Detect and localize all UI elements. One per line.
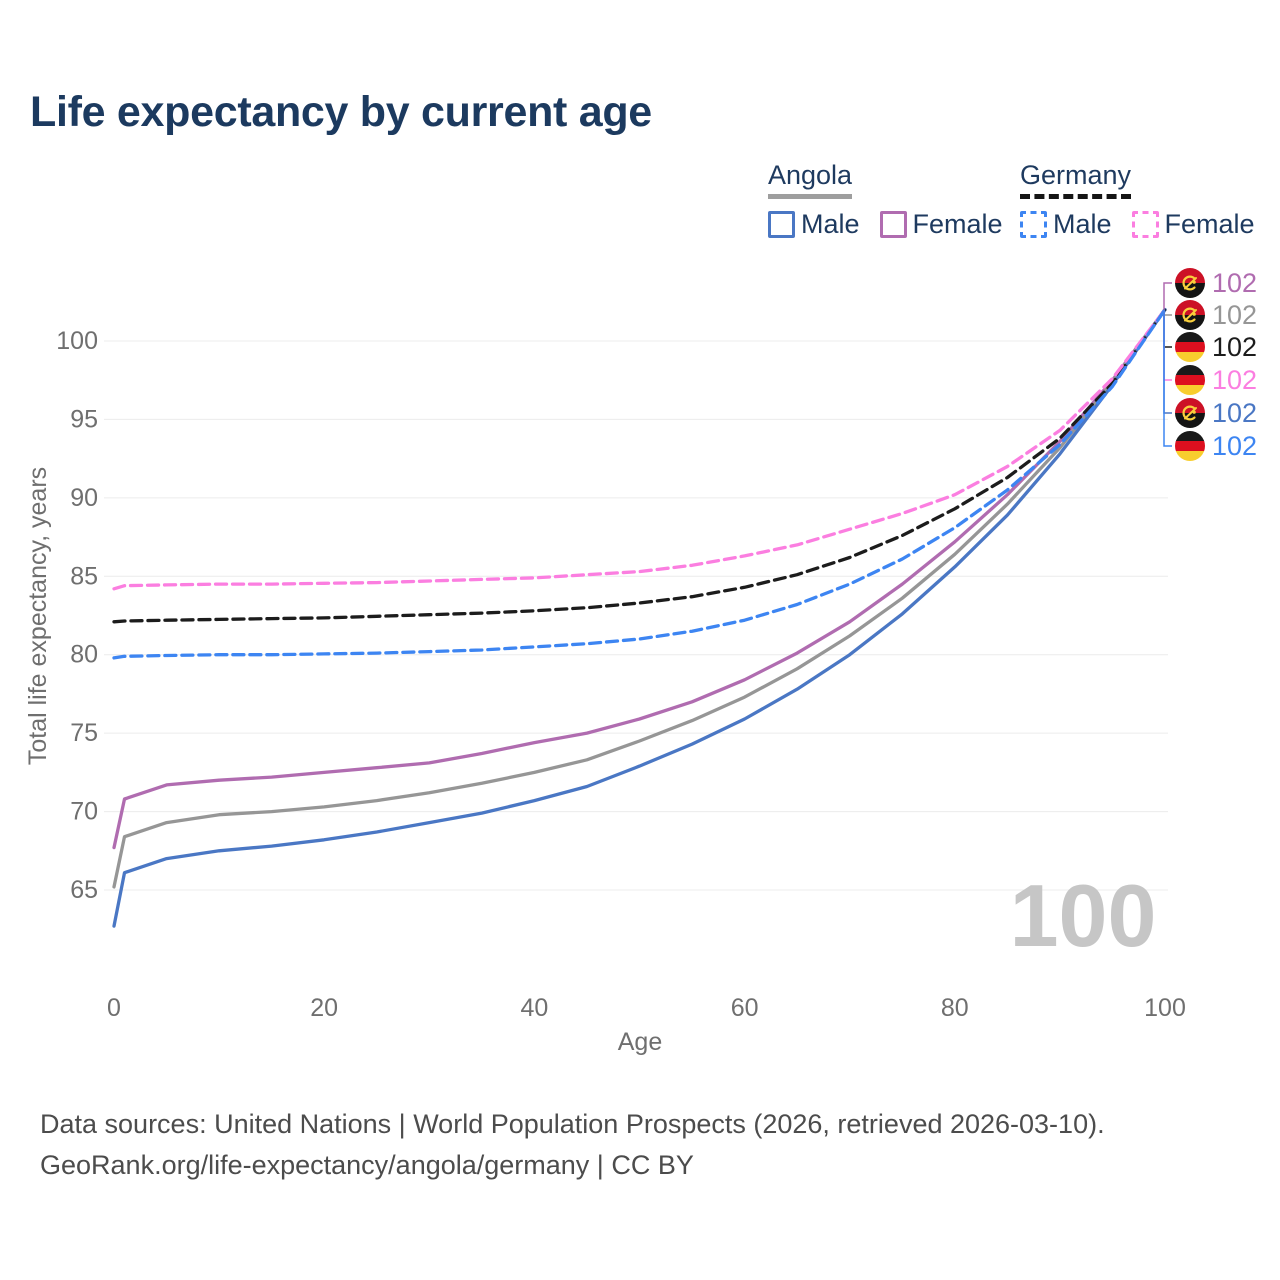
- y-tick-label: 95: [70, 405, 98, 433]
- legend-item-angola-male[interactable]: Male: [768, 209, 860, 240]
- legend-item-label: Male: [801, 209, 860, 239]
- end-value-label-angola-female: 102: [1212, 268, 1257, 298]
- legend-group-title-angola: Angola: [768, 160, 853, 199]
- y-tick-label: 70: [70, 798, 98, 826]
- y-axis-label: Total life expectancy, years: [24, 467, 52, 765]
- series-line-angola-both: [112, 307, 1167, 889]
- data-sources-line: Data sources: United Nations | World Pop…: [40, 1109, 1105, 1139]
- angola-flag-icon: [1175, 398, 1205, 428]
- x-tick-label: 20: [310, 994, 338, 1022]
- age-watermark: 100: [1010, 866, 1157, 965]
- angola-flag-icon: [1175, 268, 1205, 298]
- end-value-label-germany-both: 102: [1212, 332, 1257, 362]
- end-value-label-angola-both: 102: [1212, 300, 1257, 330]
- angola-flag-icon: [1175, 300, 1205, 330]
- germany-flag-icon: [1175, 332, 1205, 362]
- legend-item-label: Male: [1053, 209, 1112, 239]
- series-line-angola-male: [112, 307, 1167, 928]
- legend-group-title-germany: Germany: [1020, 160, 1132, 199]
- germany-flag-icon: [1175, 431, 1205, 461]
- x-axis-label: Age: [618, 1028, 662, 1056]
- x-tick-label: 40: [520, 994, 548, 1022]
- y-tick-label: 75: [70, 719, 98, 747]
- x-tick-label: 80: [941, 994, 969, 1022]
- legend-items-germany: Male Female: [1020, 209, 1255, 240]
- legend-item-label: Female: [912, 209, 1003, 239]
- legend-item-germany-male[interactable]: Male: [1020, 209, 1112, 240]
- angola-male-line-swatch: [768, 211, 795, 238]
- y-tick-label: 90: [70, 484, 98, 512]
- germany-flag-icon: [1175, 365, 1205, 395]
- chart-footer: Data sources: United Nations | World Pop…: [40, 1104, 1105, 1186]
- legend-group-germany: Germany Male Female: [1020, 160, 1255, 240]
- legend-item-label: Female: [1164, 209, 1255, 239]
- series-line-germany-both: [112, 307, 1167, 624]
- x-tick-label: 100: [1144, 994, 1186, 1022]
- page-title: Life expectancy by current age: [30, 88, 652, 136]
- germany-male-line-swatch: [1020, 211, 1047, 238]
- legend-item-angola-female[interactable]: Female: [879, 209, 1003, 240]
- x-tick-label: 60: [731, 994, 759, 1022]
- germany-female-line-swatch: [1131, 211, 1159, 238]
- series-line-angola-female: [112, 307, 1167, 850]
- y-tick-label: 80: [70, 641, 98, 669]
- y-tick-label: 100: [56, 327, 98, 355]
- legend-items-angola: Male Female: [768, 209, 1003, 240]
- series-line-germany-male: [112, 307, 1167, 660]
- end-value-label-angola-male: 102: [1212, 398, 1257, 428]
- series-line-germany-female: [112, 307, 1167, 591]
- end-label-connector: [1163, 282, 1172, 310]
- y-tick-label: 85: [70, 562, 98, 590]
- end-label-connector: [1163, 309, 1172, 447]
- legend-group-angola: Angola Male Female: [768, 160, 1003, 240]
- end-value-label-germany-female: 102: [1212, 365, 1257, 395]
- end-label-connector: [1163, 309, 1172, 381]
- x-tick-label: 0: [107, 994, 121, 1022]
- end-label-connector: [1163, 309, 1172, 414]
- attribution-line: GeoRank.org/life-expectancy/angola/germa…: [40, 1150, 694, 1180]
- y-tick-label: 65: [70, 876, 98, 904]
- legend-item-germany-female[interactable]: Female: [1131, 209, 1255, 240]
- angola-female-line-swatch: [879, 211, 907, 238]
- end-value-label-germany-male: 102: [1212, 431, 1257, 461]
